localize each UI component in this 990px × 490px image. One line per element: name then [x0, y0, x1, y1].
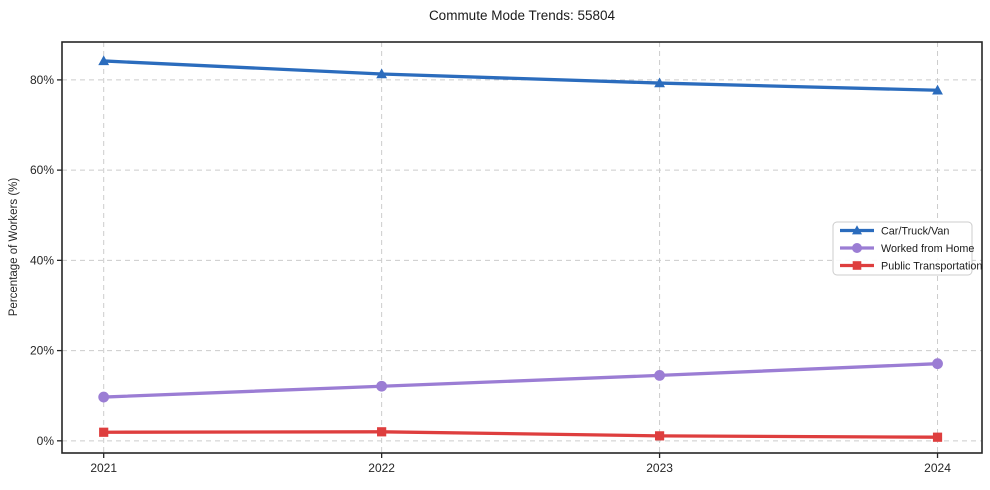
y-tick-label-0%: 0%	[37, 434, 55, 448]
marker-worked-from-home-2022	[376, 380, 388, 392]
legend-item-worked-from-home: Worked from Home	[840, 243, 974, 255]
marker-worked-from-home-2024	[932, 358, 943, 370]
legend-box	[832, 221, 973, 276]
marker-public-transportation-2022	[377, 427, 387, 437]
legend-item-car-truck-van: Car/Truck/Van	[840, 225, 949, 237]
y-tick-label-40%: 40%	[30, 253, 54, 267]
y-tick-label-60%: 60%	[30, 163, 54, 177]
marker-car-truck-van-2021	[98, 55, 110, 66]
legend: Car/Truck/Van Worked from Home Public Tran…	[832, 221, 982, 276]
legend-label-public-transportation: Public Transportation	[881, 260, 982, 272]
legend-item-public-transportation: Public Transportation	[840, 260, 982, 272]
plot-border	[61, 41, 983, 454]
x-tick-label-2021: 2021	[90, 461, 117, 475]
marker-car-truck-van-2022	[376, 68, 388, 79]
legend-marker-public-transportation	[852, 261, 862, 270]
marker-public-transportation-2024	[932, 432, 943, 442]
y-tick-label-20%: 20%	[30, 344, 54, 358]
legend-label-car-truck-van: Car/Truck/Van	[881, 225, 949, 237]
series-line-car-truck-van	[102, 59, 940, 92]
marker-public-transportation-2023	[654, 431, 665, 441]
x-tick-label-2024: 2024	[924, 461, 951, 475]
marker-car-truck-van-2024	[932, 84, 943, 95]
marker-worked-from-home-2023	[654, 370, 665, 381]
legend-marker-worked-from-home	[852, 243, 862, 253]
marker-car-truck-van-2023	[654, 77, 665, 88]
legend-marker-car-truck-van	[852, 225, 862, 235]
y-tick-label-80%: 80%	[30, 73, 54, 87]
chart-title: Commute Mode Trends: 55804	[428, 8, 616, 23]
legend-label-worked-from-home: Worked from Home	[881, 243, 974, 255]
series-line-public-transportation	[102, 430, 940, 439]
x-tick-label-2023: 2023	[646, 461, 673, 475]
x-tick-label-2022: 2022	[368, 461, 395, 475]
series-line-worked-from-home	[102, 362, 940, 399]
marker-public-transportation-2021	[99, 427, 109, 437]
marker-worked-from-home-2021	[98, 391, 110, 403]
